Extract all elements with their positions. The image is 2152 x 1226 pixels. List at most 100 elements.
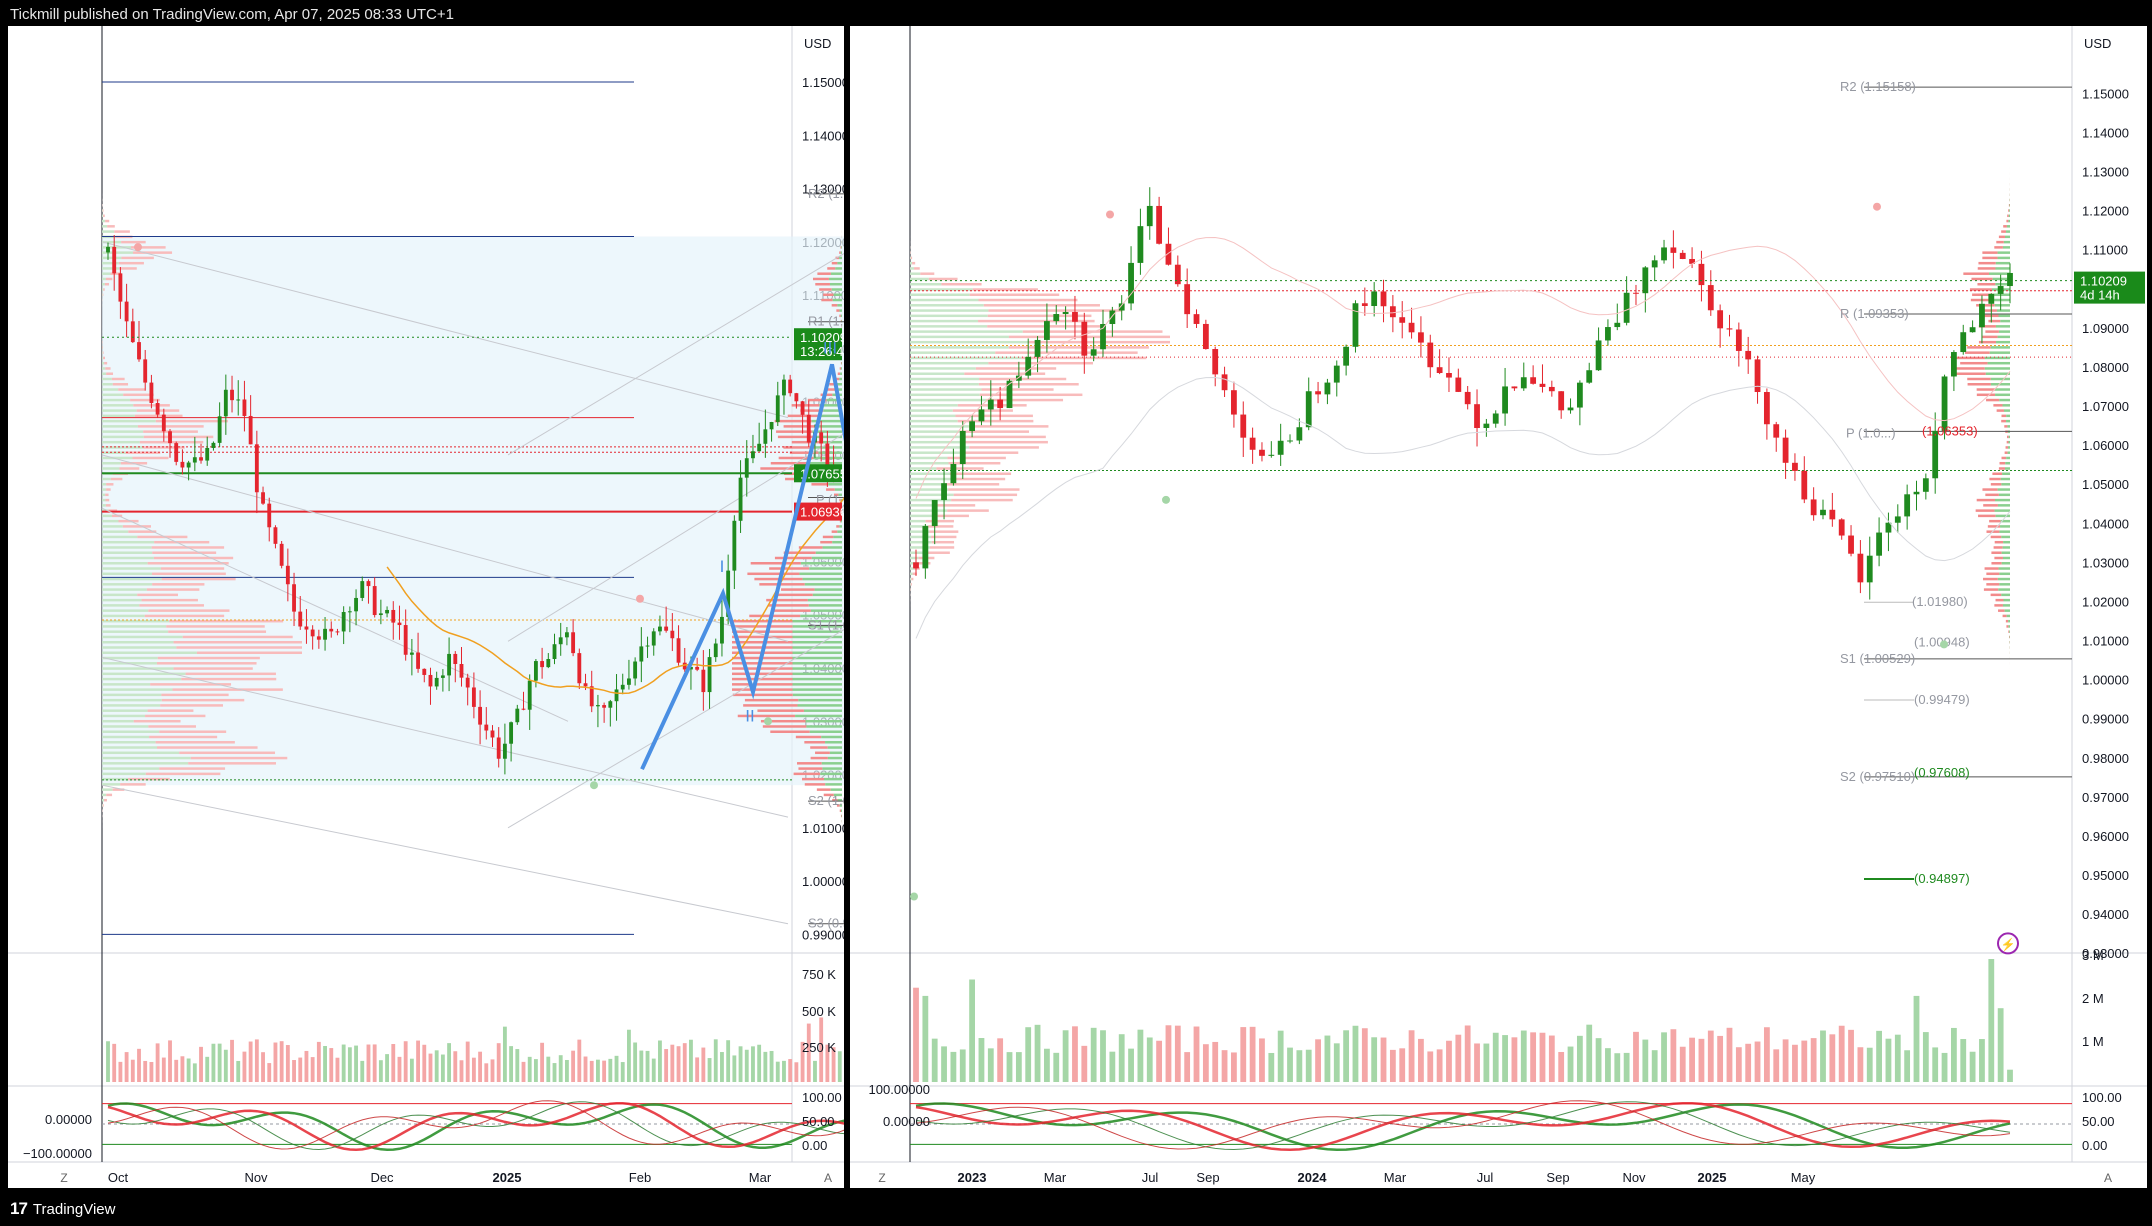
volume-bar: [1006, 1052, 1013, 1082]
candle-body: [1651, 260, 1658, 268]
price-tick-label: 0.98000: [2082, 751, 2129, 766]
candle-body: [484, 724, 489, 731]
candle-body: [769, 422, 774, 430]
auto-scale-a-button[interactable]: A: [2104, 1171, 2112, 1185]
right-chart-svg[interactable]: USD 1.15000 1.14000 1.13000 1.12000 1.11000 1.…: [850, 26, 2147, 1188]
volume-profile-bar: [2005, 446, 2008, 449]
volume-bar: [211, 1043, 216, 1082]
wave-label: I: [720, 557, 725, 576]
auto-scale-z-button[interactable]: Z: [60, 1171, 67, 1185]
price-tick-label: 1.15000: [2082, 86, 2129, 101]
volume-profile-bar: [809, 567, 842, 570]
volume-profile-bar: [837, 261, 842, 265]
alert-icon: [1997, 932, 2019, 955]
signal-dot: [636, 594, 644, 603]
volume-profile-bar: [732, 672, 793, 676]
volume-profile-bar: [910, 572, 913, 576]
volume-profile-bar: [154, 540, 210, 544]
volume-bar: [502, 1026, 507, 1082]
volume-profile-bar: [839, 519, 842, 523]
candle-body: [1212, 349, 1219, 375]
candle-body: [571, 632, 576, 654]
volume-profile-bar: [910, 372, 965, 375]
volume-bar: [1072, 1026, 1078, 1082]
candle-body: [1184, 284, 1191, 315]
volume-profile-bar: [144, 614, 225, 618]
volume-profile-bar: [102, 256, 122, 260]
volume-profile-bar: [947, 509, 989, 512]
volume-bar: [813, 1060, 817, 1082]
candle-body: [1988, 293, 1995, 304]
price-tick-label: 0.94000: [2082, 907, 2129, 922]
volume-bar: [1960, 1039, 1967, 1082]
candle-body: [1502, 386, 1508, 414]
volume-bar: [316, 1041, 321, 1082]
volume-profile-bar: [791, 440, 820, 444]
auto-scale-z-button[interactable]: Z: [878, 1171, 885, 1185]
volume-profile-bar: [815, 425, 842, 428]
volume-profile-bar: [777, 435, 814, 439]
candle-body: [174, 443, 179, 462]
volume-profile-bar: [104, 282, 110, 286]
volume-profile-bar: [792, 672, 842, 676]
volume-profile-bar: [1996, 409, 2004, 412]
volume-profile-bar: [910, 519, 926, 523]
volume-bar: [1707, 1030, 1714, 1082]
volume-profile-bar: [102, 551, 153, 554]
volume-profile-bar: [1986, 572, 2000, 576]
candle-body: [242, 399, 247, 416]
volume-bar: [496, 1043, 501, 1082]
volume-profile-bar: [105, 367, 111, 370]
volume-profile-bar: [835, 388, 842, 391]
volume-bar: [1548, 1035, 1555, 1082]
volume-profile-bar: [102, 698, 162, 702]
volume-profile-bar: [797, 704, 842, 707]
candle-body: [664, 626, 669, 631]
candle-body: [997, 399, 1004, 409]
volume-profile-bar: [1982, 256, 1998, 260]
volume-bar: [1361, 1028, 1368, 1082]
candle-body: [323, 628, 327, 640]
osc-left-tick-label: −100.00000: [23, 1146, 92, 1161]
candle-body: [341, 612, 346, 632]
volume-profile-bar: [130, 398, 160, 402]
volume-profile-bar: [139, 604, 204, 607]
volume-profile-bar: [1972, 293, 1993, 297]
volume-profile-bar: [102, 361, 105, 365]
volume-profile-bar: [820, 540, 833, 544]
level-price-tag-text: 1.06936: [800, 505, 844, 520]
candle-body: [1277, 440, 1284, 455]
volume-profile-bar: [2007, 451, 2010, 454]
volume-bar: [1922, 1032, 1929, 1082]
volume-bar: [1988, 959, 1995, 1082]
volume-profile-bar: [2007, 446, 2010, 449]
time-axis-label: Sep: [1546, 1170, 1569, 1185]
volume-profile-bar: [120, 783, 146, 786]
volume-profile-bar: [118, 388, 145, 391]
left-chart-panel[interactable]: USD1.150001.140001.130001.120001.110001.…: [8, 26, 844, 1188]
volume-profile-bar: [2005, 467, 2010, 470]
auto-scale-a-button[interactable]: A: [824, 1171, 832, 1185]
volume-profile-bar: [1999, 583, 2010, 586]
volume-bar: [701, 1047, 706, 1082]
candle-body: [713, 643, 718, 658]
right-chart-panel[interactable]: USD 1.15000 1.14000 1.13000 1.12000 1.11000 1.…: [850, 26, 2147, 1188]
envelope-lower-line: [915, 376, 2011, 639]
volume-profile-bar: [2001, 419, 2007, 423]
time-axis-label: Dec: [370, 1170, 394, 1185]
candle-body: [1558, 391, 1565, 411]
candle-body: [248, 415, 253, 445]
candle-body: [1679, 252, 1686, 259]
volume-profile-bar: [2008, 619, 2010, 623]
volume-profile-bar: [833, 793, 842, 797]
volume-profile-bar: [2008, 219, 2010, 223]
volume-bar: [1015, 1052, 1022, 1082]
candle-body: [385, 609, 389, 614]
volume-bar: [564, 1059, 569, 1082]
volume-bar: [831, 1047, 836, 1082]
volume-profile-bar: [2008, 209, 2010, 212]
left-chart-svg[interactable]: USD1.150001.140001.130001.120001.110001.…: [8, 26, 844, 1188]
candle-body: [1174, 264, 1181, 285]
price-tick-label: 0.95000: [2082, 868, 2129, 883]
volume-bar: [744, 1049, 749, 1082]
